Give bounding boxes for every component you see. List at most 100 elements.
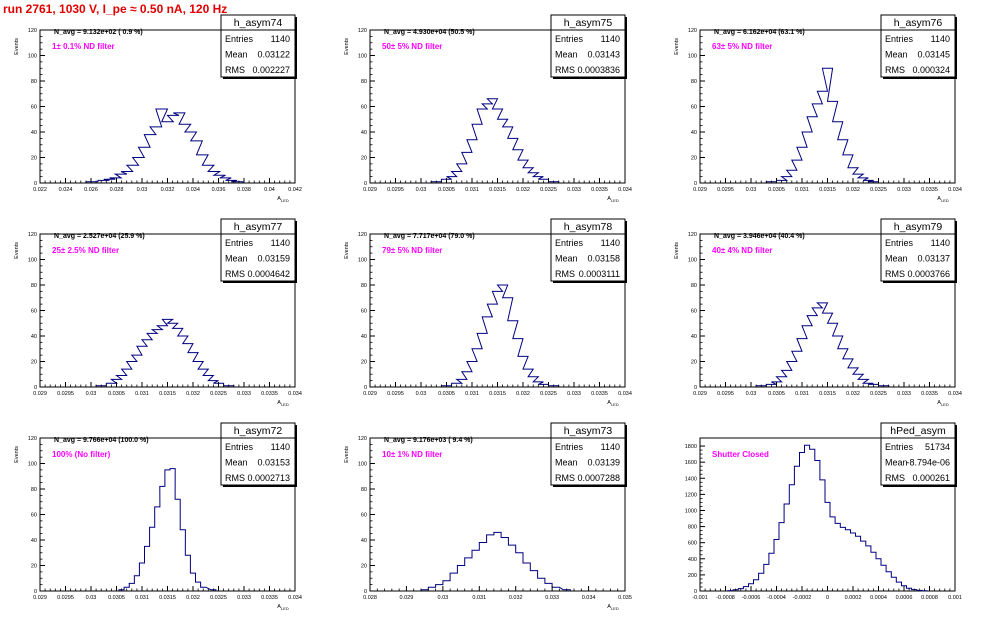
stats-box: [220, 14, 296, 78]
x-tick-label: 0.033: [545, 595, 559, 601]
y-axis-label: Events: [344, 242, 350, 259]
stat-label: RMS: [555, 65, 575, 75]
stat-label: Mean: [225, 50, 248, 60]
y-tick-label: 100: [358, 54, 367, 60]
x-tick-label: 0.029: [33, 391, 47, 397]
stat-label: RMS: [225, 473, 245, 483]
x-tick-label: 0.033: [237, 391, 251, 397]
y-tick-label: 1000: [685, 508, 697, 514]
histogram-name: h_asym76: [894, 17, 943, 29]
x-tick-label: 0.0295: [717, 187, 734, 193]
x-tick-label: 0.0305: [108, 391, 125, 397]
x-tick-label: 0.0004: [870, 595, 887, 601]
x-axis-label-sub: LED: [941, 198, 949, 203]
x-tick-label: -0.0004: [767, 595, 786, 601]
x-tick-label: 0.03: [416, 187, 427, 193]
histogram-line: [755, 302, 890, 387]
x-tick-label: 0.0295: [387, 391, 404, 397]
stat-value: 1140: [601, 34, 620, 44]
x-tick-label: 0.0335: [591, 391, 608, 397]
x-tick-label: 0.03: [86, 391, 97, 397]
x-tick-label: 0.0325: [210, 391, 227, 397]
x-tick-label: 0.0315: [489, 391, 506, 397]
y-tick-label: 80: [361, 487, 367, 493]
navg-label: N_avg = 9.766e+04 (100.0 %): [54, 437, 149, 444]
x-axis-label: ALED: [277, 604, 289, 611]
histogram-name: h_asym75: [564, 17, 613, 29]
x-tick-label: 0.032: [846, 391, 860, 397]
x-axis-label-sub: LED: [611, 402, 619, 407]
x-tick-label: 0.0335: [261, 595, 278, 601]
x-tick-label: 0.029: [693, 391, 707, 397]
y-tick-label: 1400: [685, 476, 697, 482]
x-tick-label: 0.03: [416, 391, 427, 397]
x-tick-label: 0.03: [137, 187, 148, 193]
stat-value: 0.0002713: [247, 473, 290, 483]
x-tick-label: -0.0002: [793, 595, 812, 601]
x-tick-label: 0.026: [84, 187, 98, 193]
x-tick-label: 0.0315: [819, 187, 836, 193]
x-tick-label: -0.0008: [716, 595, 735, 601]
histogram-line: [85, 108, 244, 183]
x-tick-label: 0.0295: [717, 391, 734, 397]
y-tick-label: 120: [358, 28, 367, 34]
y-tick-label: 80: [31, 487, 37, 493]
stat-value: 0.03145: [917, 50, 950, 60]
x-tick-label: 0.0006: [896, 595, 913, 601]
panel-h_asym79: 0.029 0.0295 0.03 0.0305 0.031 0.0315 0.032 0.0…: [674, 218, 962, 407]
stat-value: 0.0004642: [247, 269, 290, 279]
stat-label: RMS: [555, 269, 575, 279]
histogram-name: h_asym74: [234, 17, 283, 29]
y-tick-label: 100: [358, 462, 367, 468]
y-tick-label: 20: [691, 360, 697, 366]
x-tick-label: 0.032: [509, 595, 523, 601]
x-tick-label: -0.0006: [742, 595, 761, 601]
x-tick-label: 0.033: [897, 391, 911, 397]
y-tick-label: 400: [688, 557, 697, 563]
y-tick-label: 120: [688, 232, 697, 238]
stats-box: [220, 218, 296, 282]
x-tick-label: 0.034: [582, 595, 596, 601]
x-tick-label: 0.032: [846, 187, 860, 193]
y-tick-label: 60: [361, 513, 367, 519]
y-axis-label: Events: [14, 446, 20, 463]
stat-label: Entries: [225, 34, 254, 44]
y-axis-label: Events: [674, 242, 680, 259]
y-tick-label: 80: [691, 79, 697, 85]
y-tick-label: 100: [358, 258, 367, 264]
y-tick-label: 120: [688, 28, 697, 34]
x-tick-label: 0.03: [86, 595, 97, 601]
x-tick-label: 0.001: [948, 595, 962, 601]
y-tick-label: 1600: [685, 460, 697, 466]
x-tick-label: 0.0305: [768, 187, 785, 193]
y-tick-label: 40: [691, 334, 697, 340]
y-tick-label: 1200: [685, 492, 697, 498]
y-tick-label: 20: [31, 564, 37, 570]
x-tick-label: 0.029: [363, 391, 377, 397]
x-tick-label: 0.0315: [159, 595, 176, 601]
y-tick-label: 20: [361, 156, 367, 162]
stat-value: 0.0003766: [907, 269, 950, 279]
stats-box: [550, 422, 626, 486]
x-tick-label: 0.032: [161, 187, 175, 193]
x-tick-label: 0.032: [516, 391, 530, 397]
stat-value: 1140: [601, 238, 620, 248]
y-tick-label: 100: [28, 258, 37, 264]
stat-label: Entries: [885, 34, 914, 44]
filter-label: Shutter Closed: [712, 450, 769, 459]
x-tick-label: 0.033: [237, 595, 251, 601]
filter-label: 100% (No filter): [52, 450, 111, 459]
stats-box: [880, 14, 956, 78]
y-tick-label: 40: [361, 334, 367, 340]
y-tick-label: 120: [358, 436, 367, 442]
x-axis-label-sub: LED: [281, 198, 289, 203]
y-tick-label: 100: [28, 54, 37, 60]
histogram-line: [95, 318, 235, 387]
x-tick-label: 0.031: [465, 391, 479, 397]
stat-value: 1140: [601, 442, 620, 452]
stat-label: RMS: [225, 65, 245, 75]
stats-box: [880, 218, 956, 282]
stat-value: 0.0003111: [579, 269, 620, 279]
histogram-name: h_asym78: [564, 221, 613, 233]
histogram-line: [420, 531, 571, 591]
